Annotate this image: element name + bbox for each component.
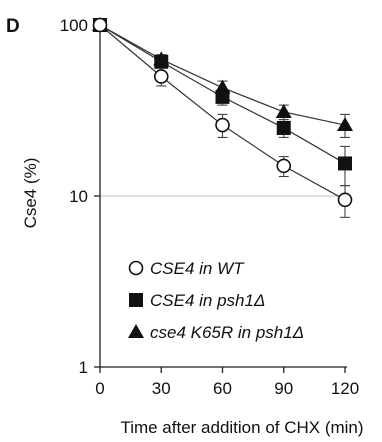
legend-marker-2 <box>129 293 143 307</box>
series-line-3 <box>99 24 346 126</box>
markers <box>92 17 353 208</box>
data-point-filled-square <box>338 156 352 171</box>
legend-marker-3 <box>128 324 144 338</box>
data-point-filled-square <box>154 54 169 69</box>
data-point-filled-triangle <box>275 103 292 118</box>
data-point-filled-square <box>276 120 291 135</box>
legend: CSE4 in WT CSE4 in psh1Δ cse4 K65R in psh1… <box>128 259 304 342</box>
x-axis-label: Time after addition of CHX (min) <box>120 418 363 437</box>
y-tick-label: 10 <box>69 187 88 206</box>
y-tick-label: 100 <box>60 16 88 35</box>
legend-label-1: CSE4 in WT <box>150 259 245 278</box>
data-point-open-circle <box>215 117 230 133</box>
legend-label-3: cse4 K65R in psh1Δ <box>150 323 304 342</box>
y-axis-label: Cse4 (%) <box>21 158 40 229</box>
legend-label-2: CSE4 in psh1Δ <box>150 291 265 310</box>
x-tick-label: 120 <box>331 379 359 398</box>
data-point-filled-triangle <box>337 117 353 132</box>
legend-marker-1 <box>128 260 144 276</box>
data-point-open-circle <box>92 17 108 33</box>
data-point-open-circle <box>276 158 292 174</box>
panel-label: D <box>6 16 20 37</box>
data-point-open-circle <box>337 192 353 208</box>
series-line-1 <box>99 24 346 201</box>
error-bars <box>156 54 350 218</box>
y-tick-label: 1 <box>79 358 88 377</box>
x-tick-label: 30 <box>152 379 171 398</box>
x-tick-label: 0 <box>95 379 104 398</box>
axes: 1 10 100 0 30 60 90 120 <box>60 16 360 398</box>
x-tick-label: 60 <box>213 379 232 398</box>
data-point-filled-square <box>215 89 230 104</box>
series-lines <box>99 24 346 201</box>
data-point-open-circle <box>153 69 169 84</box>
x-tick-label: 90 <box>274 379 293 398</box>
